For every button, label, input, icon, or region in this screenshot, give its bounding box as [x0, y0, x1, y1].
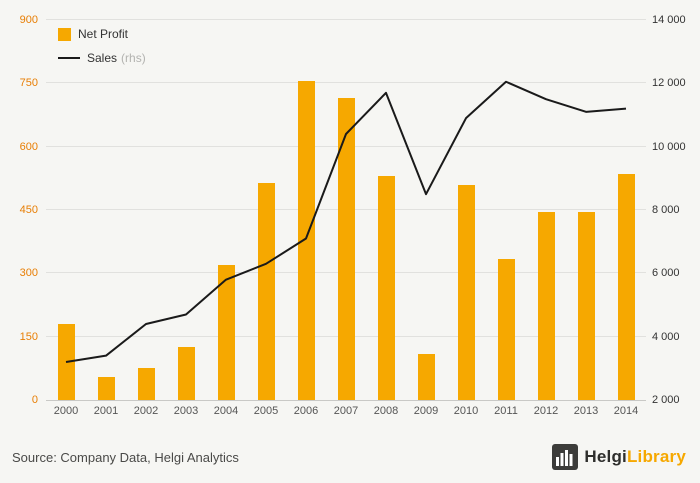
bar [297, 81, 315, 400]
gridline [46, 19, 646, 20]
source-text: Source: Company Data, Helgi Analytics [12, 449, 239, 465]
legend-item-net-profit: Net Profit [58, 24, 146, 44]
bar [457, 184, 475, 400]
y-axis-label-right: 2 000 [652, 394, 680, 406]
y-axis-right: 2 000 4 000 6 000 8 000 10 000 12 000 14 000 [652, 14, 698, 406]
bar [497, 258, 515, 400]
y-axis-label-right: 12 000 [652, 77, 686, 90]
y-axis-label-left: 0 [31, 394, 38, 406]
bar [577, 212, 595, 400]
x-axis-label: 2009 [413, 405, 439, 417]
x-axis-label: 2014 [613, 405, 639, 417]
x-axis-label: 2008 [373, 405, 399, 417]
y-axis-label-left: 300 [19, 267, 38, 280]
y-axis-label-left: 900 [19, 14, 38, 26]
logo-text: HelgiLibrary [584, 447, 686, 467]
helgi-logo-icon [552, 444, 579, 470]
legend-item-sales: Sales (rhs) [58, 48, 146, 68]
x-axis: 2000 2001 2002 2003 2004 2005 2006 2007 2008 2009… [46, 404, 646, 420]
x-axis-label: 2001 [93, 405, 119, 417]
sales-line [65, 80, 627, 363]
x-axis-label: 2007 [333, 405, 359, 417]
y-axis-label-right: 4 000 [652, 330, 680, 343]
sales-line-sample-icon [58, 57, 80, 59]
bar [217, 264, 235, 400]
x-axis-label: 2003 [173, 405, 199, 417]
bar [417, 353, 435, 400]
legend-label-net-profit: Net Profit [78, 27, 129, 41]
y-axis-label-left: 750 [19, 77, 38, 90]
y-axis-label-right: 10 000 [652, 140, 686, 153]
bar [537, 212, 555, 400]
x-axis-label: 2005 [253, 405, 279, 417]
x-axis-label: 2010 [453, 405, 479, 417]
sales-polyline [65, 80, 627, 363]
bar [177, 347, 195, 400]
y-axis-label-right: 8 000 [652, 204, 680, 216]
x-axis-label: 2011 [494, 405, 518, 417]
bar [257, 182, 275, 400]
plot-area [46, 19, 646, 401]
y-axis-label-right: 14 000 [652, 14, 686, 26]
x-axis-label: 2006 [293, 405, 319, 417]
y-axis-left: 0 150 300 450 600 750 900 [0, 14, 38, 406]
y-axis-label-left: 450 [19, 204, 38, 216]
legend-label-sales-suffix: (rhs) [121, 51, 146, 65]
legend-label-sales: Sales [87, 51, 118, 65]
y-axis-label-left: 600 [19, 140, 38, 153]
legend: Net Profit Sales (rhs) [58, 24, 146, 72]
x-axis-label: 2004 [213, 405, 239, 417]
y-axis-label-right: 6 000 [652, 267, 680, 280]
x-axis-label: 2012 [533, 405, 559, 417]
bar [617, 174, 635, 400]
y-axis-label-left: 150 [19, 330, 38, 343]
bar [137, 368, 155, 400]
bar [337, 98, 355, 400]
x-axis-label: 2000 [53, 405, 79, 417]
logo-text-primary: Helgi [584, 447, 627, 466]
gridline [46, 82, 646, 84]
helgi-library-logo: HelgiLibrary [552, 444, 686, 470]
logo-text-secondary: Library [626, 447, 686, 466]
net-profit-swatch-icon [58, 27, 71, 41]
chart: 0 150 300 450 600 750 900 2 000 4 000 6 000 8 000… [0, 14, 698, 420]
footer: Source: Company Data, Helgi Analytics He… [0, 439, 700, 483]
gridline [46, 400, 646, 401]
bar [377, 176, 395, 400]
bar [97, 376, 115, 400]
x-axis-label: 2002 [133, 405, 159, 417]
x-axis-label: 2013 [573, 405, 599, 417]
